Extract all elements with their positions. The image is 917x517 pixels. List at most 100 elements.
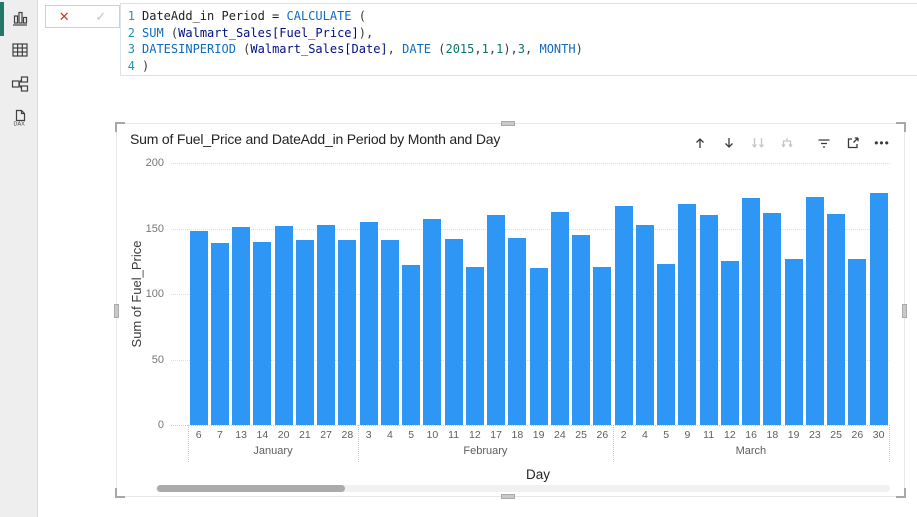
resize-handle-top-right[interactable] [896,122,906,132]
bar[interactable] [572,235,591,425]
day-tick-label: 14 [256,429,269,441]
bar[interactable] [189,231,208,425]
bar[interactable] [487,215,506,425]
day-tick-label: 5 [408,429,415,441]
bar[interactable] [210,242,229,425]
code-token: , [474,42,482,56]
day-tick-label: 18 [766,429,779,441]
bar-slot [273,163,294,425]
code-token: ( [438,42,446,56]
sidebar-item-table-view[interactable] [8,40,32,64]
dax-formula-editor[interactable]: 1 DateAdd_in Period = CALCULATE (2 SUM (Wa… [120,3,917,76]
sidebar-item-model-view[interactable] [8,74,32,98]
bar[interactable] [763,212,782,425]
bar[interactable] [338,240,357,425]
bar[interactable] [529,267,548,425]
bar[interactable] [742,198,761,425]
bar[interactable] [848,258,867,425]
bar[interactable] [253,241,272,425]
day-tick-label: 23 [809,429,821,441]
bar[interactable] [593,266,612,425]
bar-slot [549,163,570,425]
table-view-icon [10,40,30,65]
day-tick-label: 17 [490,429,502,441]
more-options-icon[interactable]: ••• [874,135,890,151]
bar[interactable] [508,237,527,425]
code-token: ) [575,42,583,56]
drill-down-icon[interactable] [721,135,737,151]
bar[interactable] [317,224,336,425]
bar-slot [826,163,847,425]
bar-chart-visual[interactable]: Sum of Fuel_Price and DateAdd_in Period … [114,121,907,499]
bar[interactable] [678,203,697,425]
y-tick-label: 150 [145,222,164,235]
bar[interactable] [805,197,824,425]
sidebar-item-report-view[interactable] [8,8,32,32]
month-tick-label: February [463,445,508,457]
day-tick-label: 11 [703,429,715,441]
code-line: 2 SUM (Walmart_Sales[Fuel_Price]), [121,25,917,42]
day-tick-label: 5 [663,429,670,441]
filters-icon[interactable] [816,135,832,151]
bar[interactable] [784,258,803,425]
code-token: CALCULATE [286,9,359,23]
bar[interactable] [720,261,739,425]
bar[interactable] [359,221,378,425]
bar-slot [379,163,400,425]
drill-up-icon[interactable] [692,135,708,151]
resize-handle-top-center[interactable] [501,121,515,126]
day-tick-label: 12 [469,429,481,441]
code-token: DateAdd_in Period = [142,9,287,23]
category-scrollbar-track[interactable] [156,485,890,492]
code-token: 1 [481,42,489,56]
bar[interactable] [827,214,846,425]
cancel-formula-button[interactable]: ✕ [58,8,70,24]
resize-handle-top-left[interactable] [115,122,125,132]
code-token: SUM [142,25,171,40]
gridline [171,425,890,426]
day-tick-label: 3 [365,429,372,441]
resize-handle-right-center[interactable] [902,304,907,318]
bar[interactable] [380,240,399,425]
resize-handle-bottom-center[interactable] [501,494,515,499]
bar[interactable] [614,206,633,425]
code-token: 3 [517,42,526,56]
category-scrollbar-thumb[interactable] [157,485,345,492]
bar[interactable] [444,239,463,425]
bar-slot [252,163,273,425]
bar-slot [804,163,825,425]
commit-formula-button[interactable]: ✓ [95,8,107,24]
bar-slot [741,163,762,425]
day-tick-label: 12 [724,429,736,441]
bar[interactable] [550,211,569,425]
line-number: 2 [127,25,135,40]
day-tick-label: 13 [235,429,247,441]
day-tick-label: 20 [277,429,290,441]
go-to-next-level-icon[interactable] [750,135,766,151]
bar[interactable] [465,266,484,425]
expand-all-down-icon[interactable] [779,135,795,151]
code-token: ( [358,9,366,23]
resize-handle-bottom-left[interactable] [115,488,125,498]
sidebar-item-dax-query-view[interactable]: DAX [8,108,32,132]
bar[interactable] [657,263,676,425]
resize-handle-bottom-right[interactable] [896,488,906,498]
bar[interactable] [295,240,314,425]
bar[interactable] [699,215,718,425]
day-tick-label: 26 [851,429,864,441]
bar[interactable] [635,224,654,425]
day-tick-label: 27 [320,429,332,441]
focus-mode-icon[interactable] [845,135,861,151]
bar[interactable] [232,227,251,425]
bar[interactable] [869,193,888,425]
bar[interactable] [402,265,421,425]
active-view-accent [0,2,4,36]
resize-handle-left-center[interactable] [114,304,119,318]
bar[interactable] [423,219,442,425]
bar[interactable] [274,225,293,425]
code-token: 2015 [445,42,475,56]
day-tick-label: 2 [620,429,627,441]
dax-badge-text: DAX [14,121,26,127]
month-separator [612,425,614,462]
